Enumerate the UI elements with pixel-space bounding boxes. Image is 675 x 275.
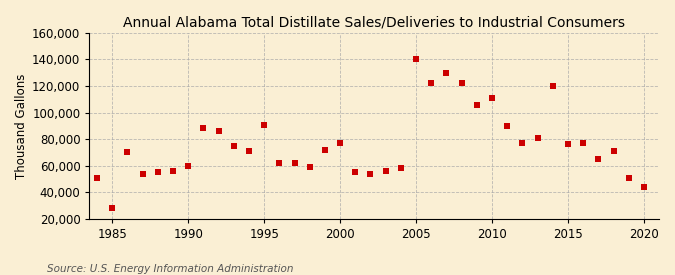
- Text: Source: U.S. Energy Information Administration: Source: U.S. Energy Information Administ…: [47, 264, 294, 274]
- Point: [122, 150, 133, 155]
- Point: [198, 126, 209, 131]
- Point: [350, 170, 360, 174]
- Point: [274, 161, 285, 165]
- Point: [380, 169, 391, 173]
- Point: [578, 141, 589, 145]
- Point: [502, 124, 512, 128]
- Point: [213, 129, 224, 133]
- Point: [410, 57, 421, 62]
- Point: [107, 206, 117, 210]
- Point: [547, 84, 558, 88]
- Point: [365, 171, 376, 176]
- Point: [441, 71, 452, 75]
- Title: Annual Alabama Total Distillate Sales/Deliveries to Industrial Consumers: Annual Alabama Total Distillate Sales/De…: [124, 15, 625, 29]
- Point: [608, 149, 619, 153]
- Point: [517, 141, 528, 145]
- Point: [228, 144, 239, 148]
- Point: [183, 163, 194, 168]
- Point: [92, 175, 103, 180]
- Point: [562, 142, 573, 147]
- Point: [244, 149, 254, 153]
- Point: [289, 161, 300, 165]
- Point: [137, 171, 148, 176]
- Point: [153, 170, 163, 174]
- Point: [319, 147, 330, 152]
- Point: [623, 175, 634, 180]
- Point: [259, 122, 269, 127]
- Y-axis label: Thousand Gallons: Thousand Gallons: [15, 73, 28, 178]
- Point: [471, 102, 482, 107]
- Point: [487, 96, 497, 100]
- Point: [639, 185, 649, 189]
- Point: [532, 136, 543, 140]
- Point: [304, 165, 315, 169]
- Point: [335, 141, 346, 145]
- Point: [456, 81, 467, 86]
- Point: [167, 169, 178, 173]
- Point: [426, 81, 437, 86]
- Point: [396, 166, 406, 170]
- Point: [593, 157, 603, 161]
